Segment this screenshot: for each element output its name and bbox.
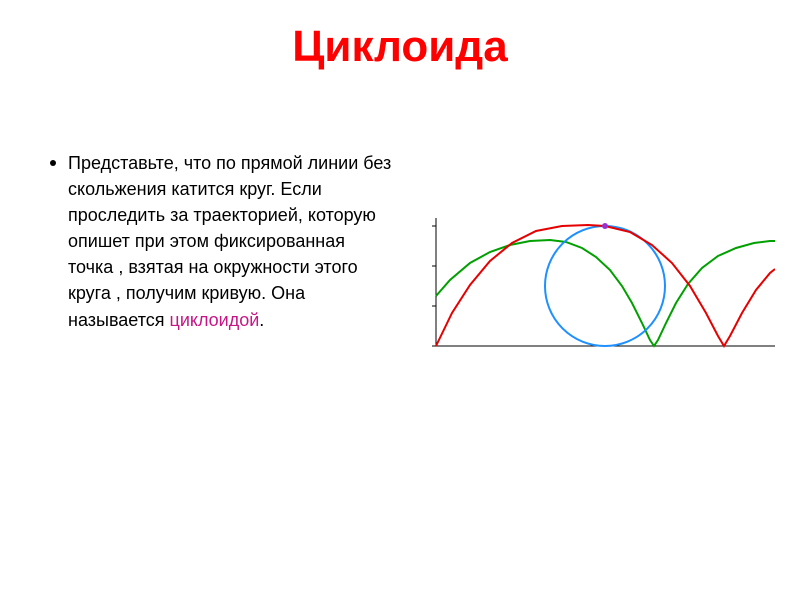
cycloid-figure [430,218,775,358]
bullet-item: Представьте, что по прямой линии без ско… [50,150,395,333]
period: . [259,310,264,330]
keyword-text: циклоидой [170,310,260,330]
slide-title: Циклоида [0,22,800,72]
slide-body: Представьте, что по прямой линии без ско… [50,150,395,333]
cycloid-svg [430,218,775,358]
body-text: Представьте, что по прямой линии без ско… [68,153,391,330]
bullet-text: Представьте, что по прямой линии без ско… [68,150,395,333]
bullet-dot-icon [50,160,56,166]
